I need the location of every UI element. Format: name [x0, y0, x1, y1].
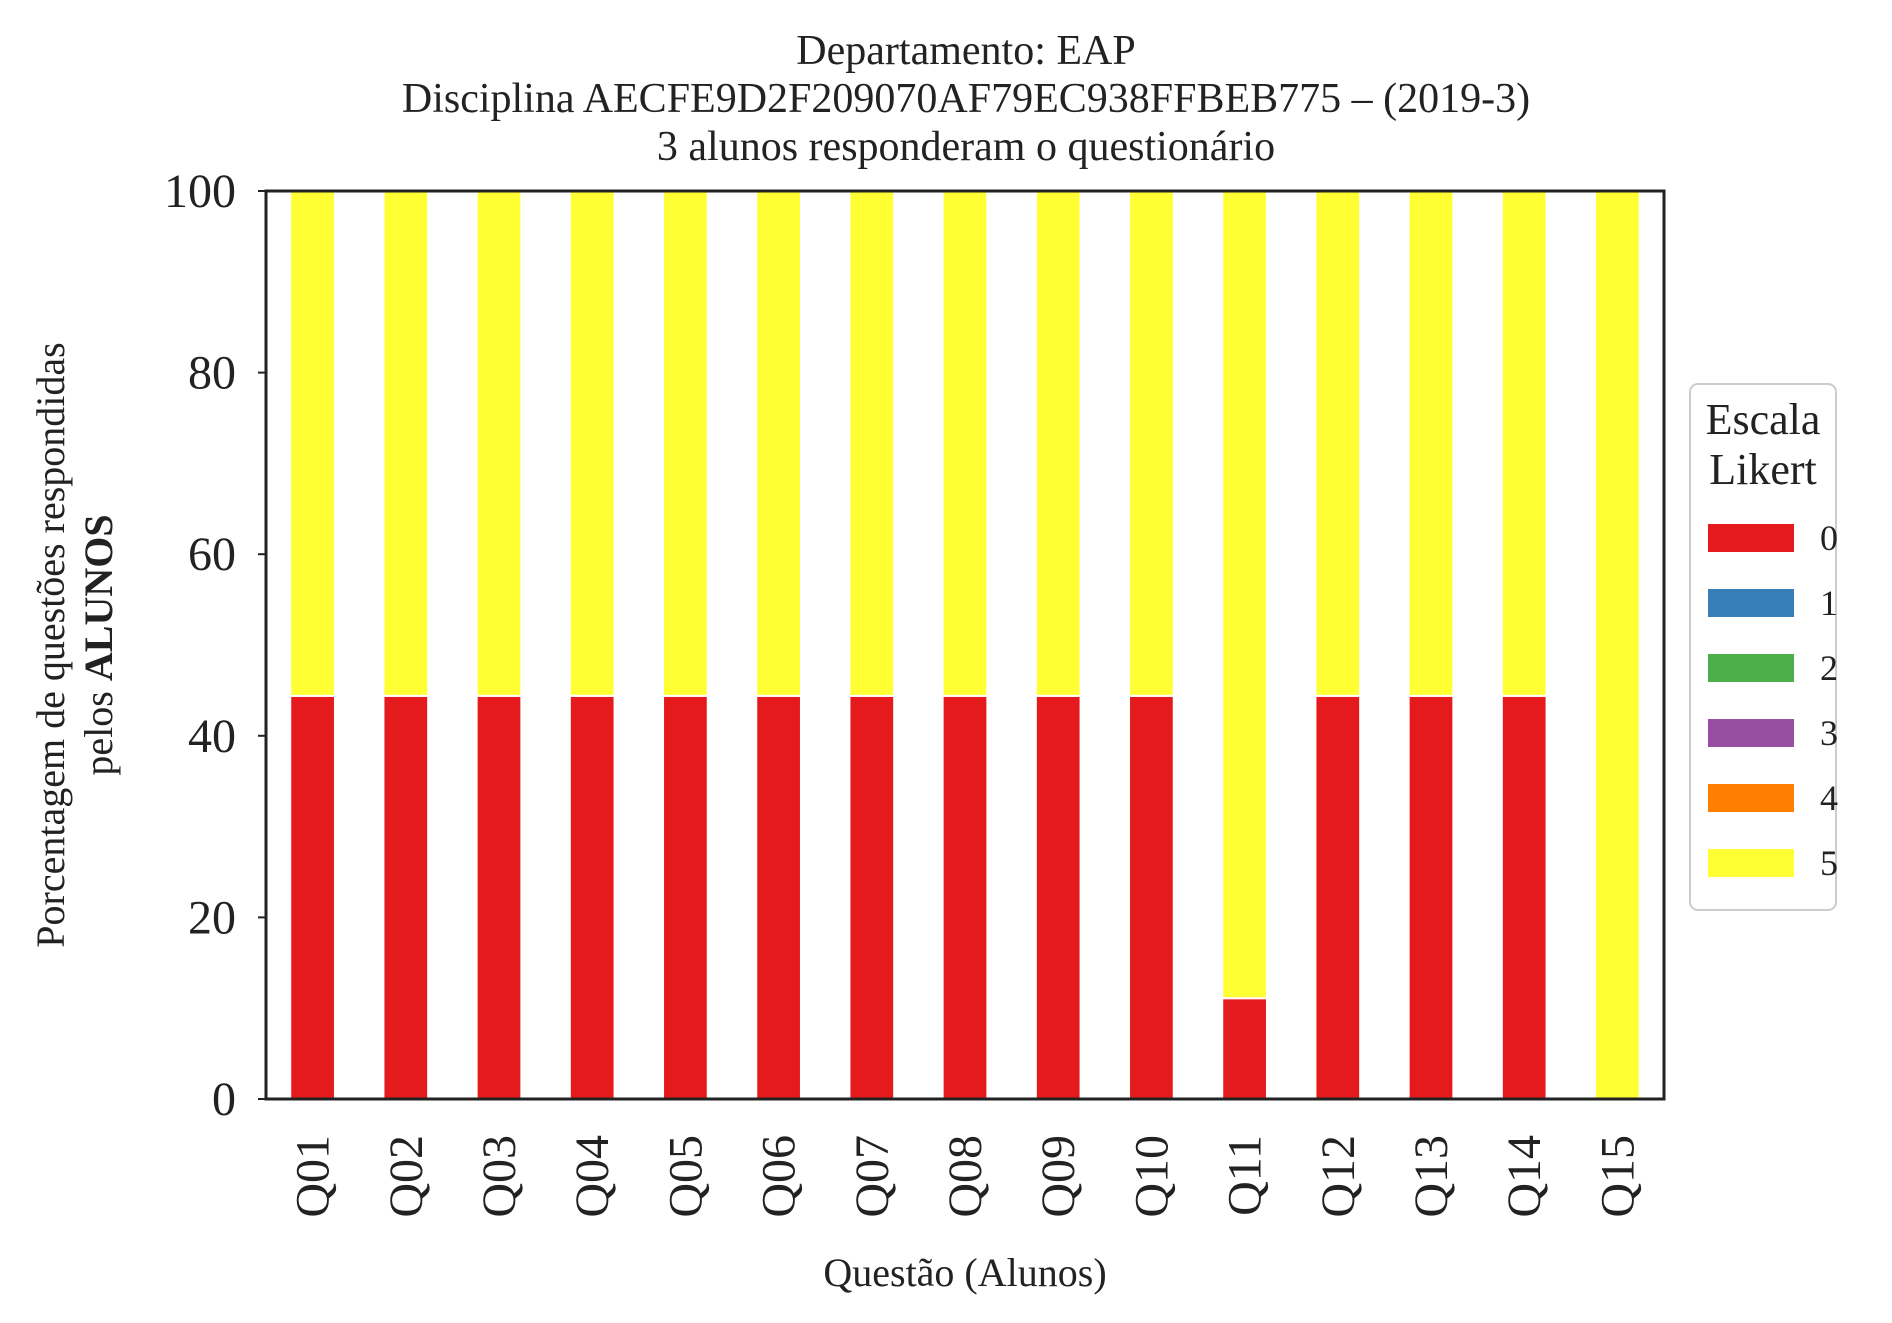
bar-q04-likert-5 [568, 190, 616, 697]
bar-q12-likert-0 [1314, 694, 1362, 1101]
bar-q03-likert-5 [475, 190, 523, 697]
y-axis-label: Porcentagem de questões respondidas pelo… [28, 342, 121, 947]
bar-q09-likert-5 [1034, 190, 1082, 697]
title-line-1: Departamento: EAP [796, 28, 1135, 74]
y-axis-label-prefix: pelos [76, 681, 121, 775]
y-tick-label-100: 100 [164, 165, 236, 218]
x-tick-label-q02: Q02 [380, 1135, 433, 1218]
y-axis-label-bold: ALUNOS [76, 514, 121, 681]
x-tick-label-q06: Q06 [753, 1135, 806, 1218]
legend-label-5: 5 [1820, 843, 1838, 883]
bar-q09-likert-0 [1034, 694, 1082, 1101]
x-ticks-group: Q01 Q02 Q03 Q04 Q05 Q06 Q07 Q08 Q09 Q10 Q11 Q12 Q13 Q… [287, 1135, 1645, 1218]
bar-q12-likert-5 [1314, 190, 1362, 697]
legend-label-0: 0 [1820, 518, 1838, 558]
legend-swatch-0 [1708, 524, 1794, 552]
y-ticks-group: 0 20 40 60 80 100 [164, 165, 266, 1126]
x-tick-label-q14: Q14 [1498, 1135, 1551, 1218]
legend-swatch-2 [1708, 654, 1794, 682]
bar-q02-likert-5 [382, 190, 430, 697]
x-tick-label-q04: Q04 [566, 1135, 619, 1218]
bar-q07-likert-5 [848, 190, 896, 697]
bar-q06-likert-5 [755, 190, 802, 697]
bar-q14-likert-0 [1500, 694, 1548, 1101]
bar-q05-likert-5 [662, 190, 709, 697]
bar-q03-likert-0 [475, 694, 523, 1101]
legend-title-line-1: Escala [1706, 395, 1821, 444]
legend-frame [1689, 383, 1837, 911]
bar-q13-likert-5 [1407, 190, 1455, 697]
title-line-2: Disciplina AECFE9D2F209070AF79EC938FFBEB… [402, 76, 1530, 122]
bar-q11-likert-0 [1221, 997, 1268, 1100]
x-tick-label-q05: Q05 [659, 1135, 712, 1218]
y-tick-label-60: 60 [188, 528, 236, 581]
legend-items: 0 1 2 3 4 5 [1708, 518, 1838, 883]
legend-swatch-5 [1708, 849, 1794, 877]
x-axis-label: Questão (Alunos) [823, 1250, 1106, 1295]
bar-q15-likert-5 [1594, 190, 1641, 1100]
x-tick-label-q10: Q10 [1125, 1135, 1178, 1218]
bar-q05-likert-0 [662, 694, 709, 1101]
x-tick-label-q01: Q01 [287, 1135, 340, 1218]
bar-q13-likert-0 [1407, 694, 1455, 1101]
bar-q08-likert-5 [941, 190, 989, 697]
y-axis-label-line-1: Porcentagem de questões respondidas [28, 342, 73, 947]
x-tick-label-q08: Q08 [939, 1135, 992, 1218]
bar-q08-likert-0 [941, 694, 989, 1101]
bar-q07-likert-0 [848, 694, 896, 1101]
plot-frame [264, 189, 1666, 1101]
y-axis-label-line-2: pelos ALUNOS [76, 514, 121, 775]
y-tick-label-40: 40 [188, 710, 236, 763]
bar-q04-likert-0 [568, 694, 616, 1101]
legend-label-4: 4 [1820, 778, 1838, 818]
x-tick-label-q09: Q09 [1032, 1135, 1085, 1218]
legend-label-2: 2 [1820, 648, 1838, 688]
bar-q01-likert-5 [289, 190, 336, 697]
y-tick-label-0: 0 [212, 1073, 236, 1126]
x-tick-label-q03: Q03 [473, 1135, 526, 1218]
y-tick-label-80: 80 [188, 347, 236, 400]
bars-group [289, 190, 1641, 1101]
x-tick-label-q07: Q07 [846, 1135, 899, 1218]
legend-label-1: 1 [1820, 583, 1838, 623]
legend-swatch-4 [1708, 784, 1794, 812]
x-tick-label-q11: Q11 [1219, 1135, 1272, 1216]
legend-swatch-1 [1708, 589, 1794, 617]
x-tick-label-q12: Q12 [1312, 1135, 1365, 1218]
x-tick-label-q15: Q15 [1591, 1135, 1644, 1218]
bar-q14-likert-5 [1500, 190, 1548, 697]
chart-title: Departamento: EAP Disciplina AECFE9D2F20… [402, 28, 1530, 170]
legend: Escala Likert 0 1 2 3 4 5 [1689, 383, 1838, 911]
legend-title-line-2: Likert [1709, 445, 1817, 494]
title-line-3: 3 alunos responderam o questionário [657, 124, 1275, 170]
x-tick-label-q13: Q13 [1405, 1135, 1458, 1218]
legend-swatch-3 [1708, 719, 1794, 747]
bar-q01-likert-0 [289, 694, 336, 1101]
bar-q11-likert-5 [1221, 190, 1268, 1000]
bar-q06-likert-0 [755, 694, 802, 1101]
y-tick-label-20: 20 [188, 891, 236, 944]
bar-q10-likert-0 [1128, 694, 1175, 1101]
bar-q10-likert-5 [1128, 190, 1175, 697]
bar-q02-likert-0 [382, 694, 430, 1101]
legend-label-3: 3 [1820, 713, 1838, 753]
